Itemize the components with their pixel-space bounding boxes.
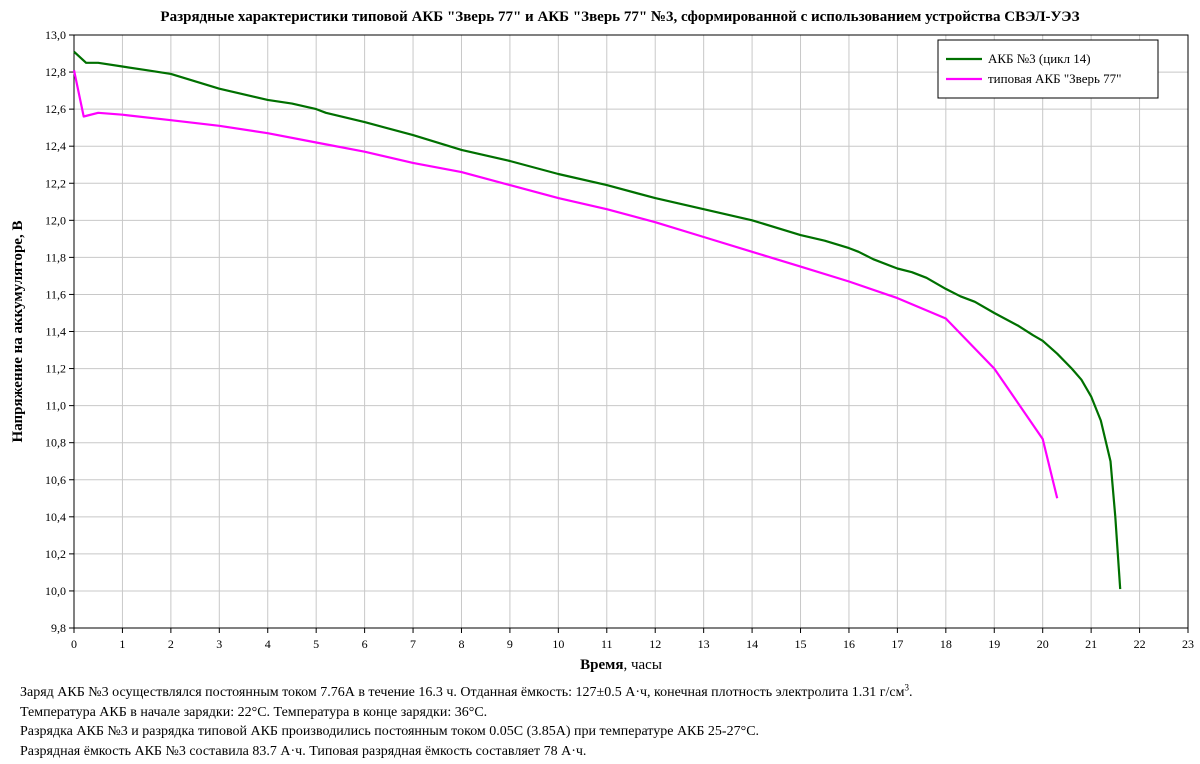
x-tick-label: 23 <box>1182 637 1194 651</box>
discharge-chart: Разрядные характеристики типовой АКБ "Зв… <box>10 9 1194 673</box>
x-tick-label: 3 <box>216 637 222 651</box>
x-tick-label: 14 <box>746 637 758 651</box>
y-tick-label: 13,0 <box>45 28 66 42</box>
note-line-1-superscript: 3 <box>904 682 910 693</box>
x-tick-label: 17 <box>891 637 903 651</box>
y-tick-label: 10,2 <box>45 547 66 561</box>
y-tick-label: 11,2 <box>45 362 66 376</box>
x-tick-label: 21 <box>1085 637 1097 651</box>
x-tick-label: 16 <box>843 637 855 651</box>
series-lines <box>72 50 1122 590</box>
y-tick-label: 12,2 <box>45 176 66 190</box>
x-axis-label-bold: Время <box>580 657 623 673</box>
x-tick-label: 2 <box>168 637 174 651</box>
legend-label: типовая АКБ "Зверь 77" <box>988 71 1121 86</box>
x-tick-label: 18 <box>940 637 952 651</box>
x-tick-label: 22 <box>1134 637 1146 651</box>
y-tick-label: 9,8 <box>51 621 66 635</box>
x-tick-label: 6 <box>362 637 368 651</box>
x-axis-label: Время, часы <box>580 657 662 673</box>
x-tick-label: 10 <box>552 637 564 651</box>
y-tick-label: 11,8 <box>45 250 66 264</box>
y-tick-label: 12,6 <box>45 102 66 116</box>
x-tick-label: 1 <box>119 637 125 651</box>
x-tick-label: 0 <box>71 637 77 651</box>
y-tick-label: 12,8 <box>45 65 66 79</box>
x-tick-label: 11 <box>601 637 613 651</box>
legend-label: АКБ №3 (цикл 14) <box>988 51 1091 66</box>
note-line-3: Разрядка АКБ №3 и разрядка типовой АКБ п… <box>20 724 760 739</box>
y-tick-label: 10,6 <box>45 473 66 487</box>
x-tick-label: 20 <box>1037 637 1049 651</box>
series-line-2 <box>72 69 1059 499</box>
note-line-1-text: Заряд АКБ №3 осуществлялся постоянным то… <box>20 685 905 700</box>
y-tick-label: 12,4 <box>45 139 66 153</box>
y-axis-label: Напряжение на аккумуляторе, В <box>10 221 26 443</box>
x-tick-label: 9 <box>507 637 513 651</box>
x-tick-label: 19 <box>988 637 1000 651</box>
y-tick-label: 10,8 <box>45 436 66 450</box>
x-axis-label-unit: , часы <box>623 657 661 673</box>
y-tick-label: 11,0 <box>45 399 66 413</box>
x-tick-label: 5 <box>313 637 319 651</box>
y-tick-label: 10,4 <box>45 510 66 524</box>
note-line-1-end: . <box>909 685 913 700</box>
legend: АКБ №3 (цикл 14) типовая АКБ "Зверь 77" <box>937 39 1159 99</box>
note-line-4: Разрядная ёмкость АКБ №3 составила 83.7 … <box>20 743 587 759</box>
x-tick-label: 13 <box>698 637 710 651</box>
y-tick-label: 11,4 <box>45 325 66 339</box>
x-tick-label: 7 <box>410 637 416 651</box>
series-line-1 <box>73 50 1122 590</box>
y-tick-label: 11,6 <box>45 287 66 301</box>
y-tick-label: 12,0 <box>45 213 66 227</box>
legend-box <box>937 39 1159 99</box>
chart-title: Разрядные характеристики типовой АКБ "Зв… <box>160 9 1079 25</box>
notes-block: Заряд АКБ №3 осуществлялся постоянным то… <box>20 683 1190 761</box>
x-tick-label: 12 <box>649 637 661 651</box>
y-tick-label: 10,0 <box>45 584 66 598</box>
grid-lines <box>73 34 1189 629</box>
note-line-1: Заряд АКБ №3 осуществлялся постоянным то… <box>20 683 1190 703</box>
note-line-2: Температура АКБ в начале зарядки: 22°С. … <box>20 704 488 720</box>
x-tick-label: 8 <box>458 637 464 651</box>
axis-ticks: 9,8 10,0 10,2 10,4 10,6 10,8 11,0 11,2 11,4 11,6 1… <box>45 28 1194 651</box>
x-tick-label: 15 <box>795 637 807 651</box>
x-tick-label: 4 <box>265 637 271 651</box>
